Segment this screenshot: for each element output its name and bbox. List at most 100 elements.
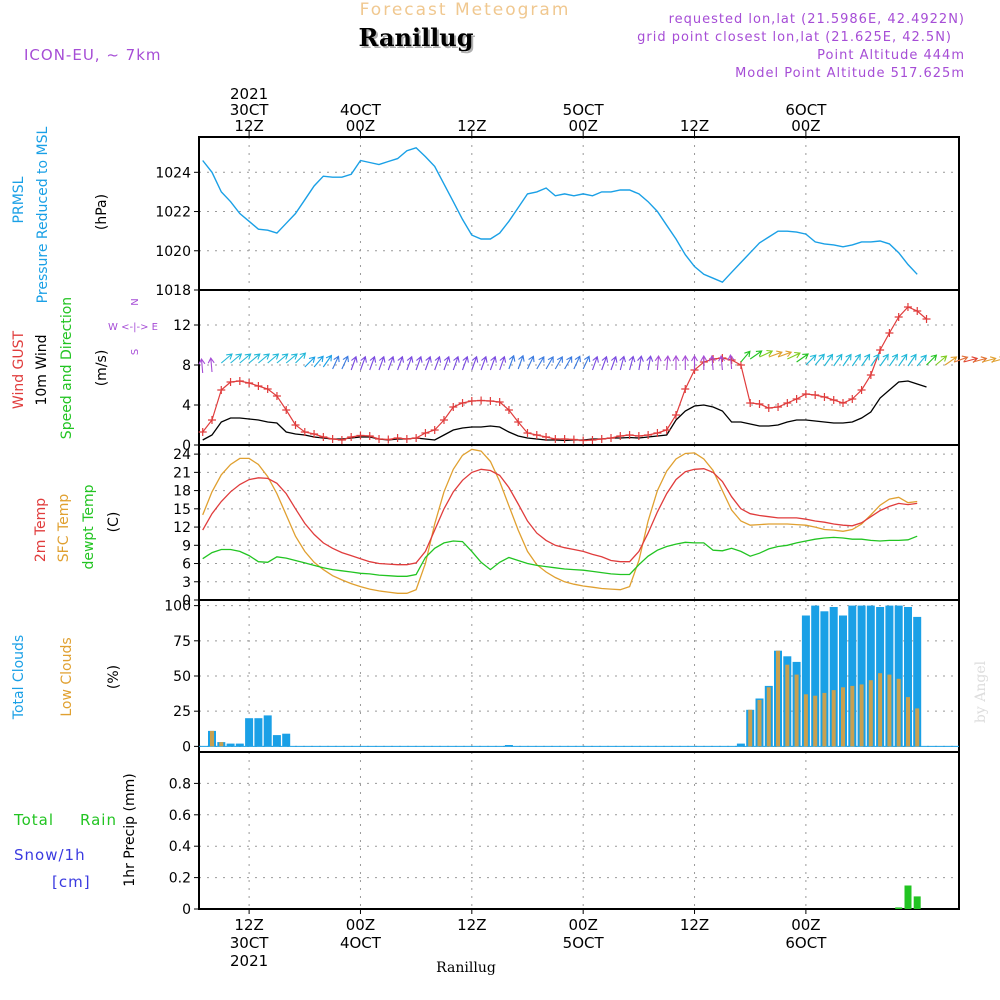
bottom-time-label: 12Z (234, 916, 263, 934)
low-cloud-bar (757, 699, 762, 747)
wind-gust-marker (337, 436, 346, 444)
plot-area: 1018102010221024048120369121518212402550… (155, 85, 1000, 970)
top-time-label: 00Z (568, 117, 597, 135)
wind-gust-marker (412, 434, 421, 442)
wind-direction-arrow (198, 358, 206, 374)
low-cloud-bar (906, 697, 910, 747)
wind-direction-arrow (443, 355, 451, 371)
low-cloud-bar (822, 692, 827, 747)
wind-direction-arrow (610, 355, 618, 371)
watermark: by Angel (973, 660, 989, 723)
cloud-labels: Total Clouds Low Clouds (%) (11, 635, 122, 720)
location-title-shadow: Ranillug (360, 25, 475, 54)
wind-direction-arrow (768, 350, 783, 358)
clouds-ytick-label: 100 (164, 599, 191, 615)
wind-direction-arrow (708, 355, 716, 371)
wind-gust-marker (523, 429, 532, 437)
wind-direction-arrow (842, 353, 852, 367)
clouds-ytick-label: 50 (173, 669, 191, 685)
wind-gust-marker (319, 433, 328, 441)
low-cloud-bar (896, 678, 901, 747)
wind-gust-marker (347, 433, 356, 441)
wind-direction-arrow (369, 355, 377, 371)
wind-gust-marker (272, 392, 281, 400)
wind-gust-marker (430, 426, 439, 434)
wind-direction-arrow (415, 355, 423, 371)
wind-gust-marker (449, 403, 458, 411)
wind-gust-marker (217, 386, 226, 394)
temp-ytick-label: 24 (173, 447, 191, 463)
wind-direction-arrow (285, 353, 298, 364)
wind-direction-arrow (916, 354, 927, 367)
total-cloud-bar (894, 605, 903, 747)
temp-ytick-label: 9 (182, 538, 191, 554)
wind-gust-marker (894, 313, 903, 321)
compass-south: S (130, 349, 141, 355)
total-cloud-bar (857, 605, 866, 747)
sfc-temp-label: SFC Temp (56, 494, 72, 563)
main-title: Forecast Meteogram (360, 0, 571, 20)
wind-direction-arrow (718, 355, 726, 371)
bottom-time-label: 2021 (230, 952, 268, 970)
wind-direction-arrow (619, 355, 627, 371)
wind-gust-marker (532, 431, 541, 439)
wind-direction-arrow (230, 353, 243, 364)
wind-gust-marker (495, 398, 504, 406)
wind-direction-arrow (944, 356, 958, 366)
low-cloud-bar (878, 673, 883, 747)
wind-direction-arrow (480, 355, 488, 371)
wind-gust-marker (811, 391, 820, 399)
wind-direction-arrow (452, 355, 460, 371)
dewpt-temp-line (202, 535, 918, 577)
wind-direction-arrow (397, 355, 405, 371)
wind-gust-marker (746, 399, 755, 407)
wind-gust-marker (885, 329, 894, 337)
wind-ytick-label: 4 (182, 398, 191, 414)
wind-unit: (m/s) (94, 350, 110, 387)
wind-gust-marker (365, 432, 374, 440)
wind-gust-marker (467, 397, 476, 405)
wind-direction-arrow (248, 353, 261, 364)
snow-label: Snow/1h (14, 846, 86, 864)
2m-temp-label: 2m Temp (33, 498, 49, 562)
wind-gust-marker (486, 397, 495, 405)
wind-direction-arrow (434, 355, 442, 371)
wind-gust-marker (829, 396, 838, 404)
low-cloud-bar (219, 742, 224, 747)
wind-direction-arrow (787, 351, 801, 360)
wind-gust-marker (551, 435, 560, 443)
low-cloud-bar (813, 695, 818, 747)
snow-unit-label: [cm] (52, 873, 91, 891)
low-cloud-bar (748, 709, 753, 747)
pressure-ytick-label: 1024 (155, 165, 191, 181)
2m-temp-line (202, 468, 918, 566)
wind-direction-arrow (582, 355, 591, 370)
total-cloud-bar (245, 718, 254, 747)
10m-wind-label: 10m Wind (34, 334, 50, 405)
wind-direction-arrow (304, 356, 316, 368)
low-cloud-bar (887, 674, 892, 747)
wind-direction-arrow (350, 355, 358, 371)
wind-direction-arrow (387, 355, 395, 371)
low-cloud-bar (785, 664, 790, 747)
total-cloud-bar (913, 616, 922, 747)
wind-gust-marker (263, 385, 272, 393)
wind-gust-marker (866, 371, 875, 379)
sfc-temp-line (202, 448, 918, 594)
wind-direction-arrow (672, 354, 680, 370)
location-title: Ranillug (358, 23, 473, 52)
wind-gust-marker (375, 435, 384, 443)
bottom-time-label: 6OCT (785, 934, 827, 952)
grid-point-coords: grid point closest lon,lat (21.625E, 42.… (637, 30, 952, 45)
wind-direction-arrow (545, 355, 554, 370)
wind-gust-marker (439, 416, 448, 424)
total-cloud-bar (848, 605, 857, 747)
wind-gust-marker (839, 399, 848, 407)
total-cloud-bar (829, 607, 838, 747)
compass-north: N (130, 298, 141, 305)
wind-gust-marker (588, 436, 597, 444)
wind-direction-arrow (536, 355, 545, 370)
wind-direction-arrow (870, 353, 880, 367)
wind-gust-line (202, 306, 927, 442)
bottom-time-label: 12Z (457, 916, 486, 934)
